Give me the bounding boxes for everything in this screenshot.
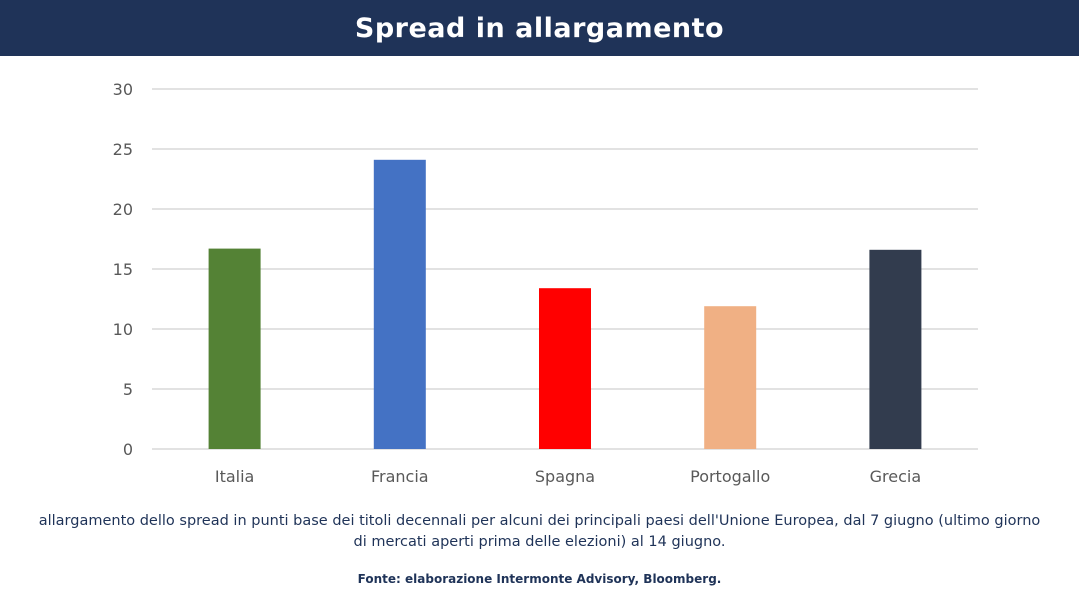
bar-grecia bbox=[869, 249, 922, 449]
page-title: Spread in allargamento bbox=[354, 12, 725, 44]
y-tick-label: 25 bbox=[113, 140, 133, 159]
bars bbox=[208, 159, 922, 450]
y-tick-label: 15 bbox=[113, 260, 133, 279]
x-category-label: Grecia bbox=[870, 467, 922, 486]
chart-caption: allargamento dello spread in punti base … bbox=[38, 513, 1041, 550]
bar-francia bbox=[373, 159, 426, 450]
chart-source: Fonte: elaborazione Intermonte Advisory,… bbox=[357, 572, 722, 586]
y-tick-label: 30 bbox=[113, 80, 133, 99]
y-tick-label: 20 bbox=[113, 200, 133, 219]
x-category-label: Portogallo bbox=[690, 467, 770, 486]
bar-italia bbox=[208, 248, 261, 449]
y-tick-label: 5 bbox=[123, 380, 133, 399]
x-category-label: Francia bbox=[371, 467, 429, 486]
y-tick-label: 0 bbox=[123, 440, 133, 459]
y-axis-ticks: 0 5 10 15 20 25 30 bbox=[113, 80, 133, 459]
page-header: Spread in allargamento bbox=[0, 0, 1079, 56]
x-category-label: Italia bbox=[215, 467, 255, 486]
bar-chart: 0 5 10 15 20 25 30 Italia Francia Spagna Portogal… bbox=[113, 80, 978, 486]
bar-portogallo bbox=[704, 306, 757, 449]
x-category-label: Spagna bbox=[535, 467, 595, 486]
x-axis-labels: Italia Francia Spagna Portogallo Grecia bbox=[215, 467, 921, 486]
bar-spagna bbox=[539, 288, 591, 449]
y-tick-label: 10 bbox=[113, 320, 133, 339]
